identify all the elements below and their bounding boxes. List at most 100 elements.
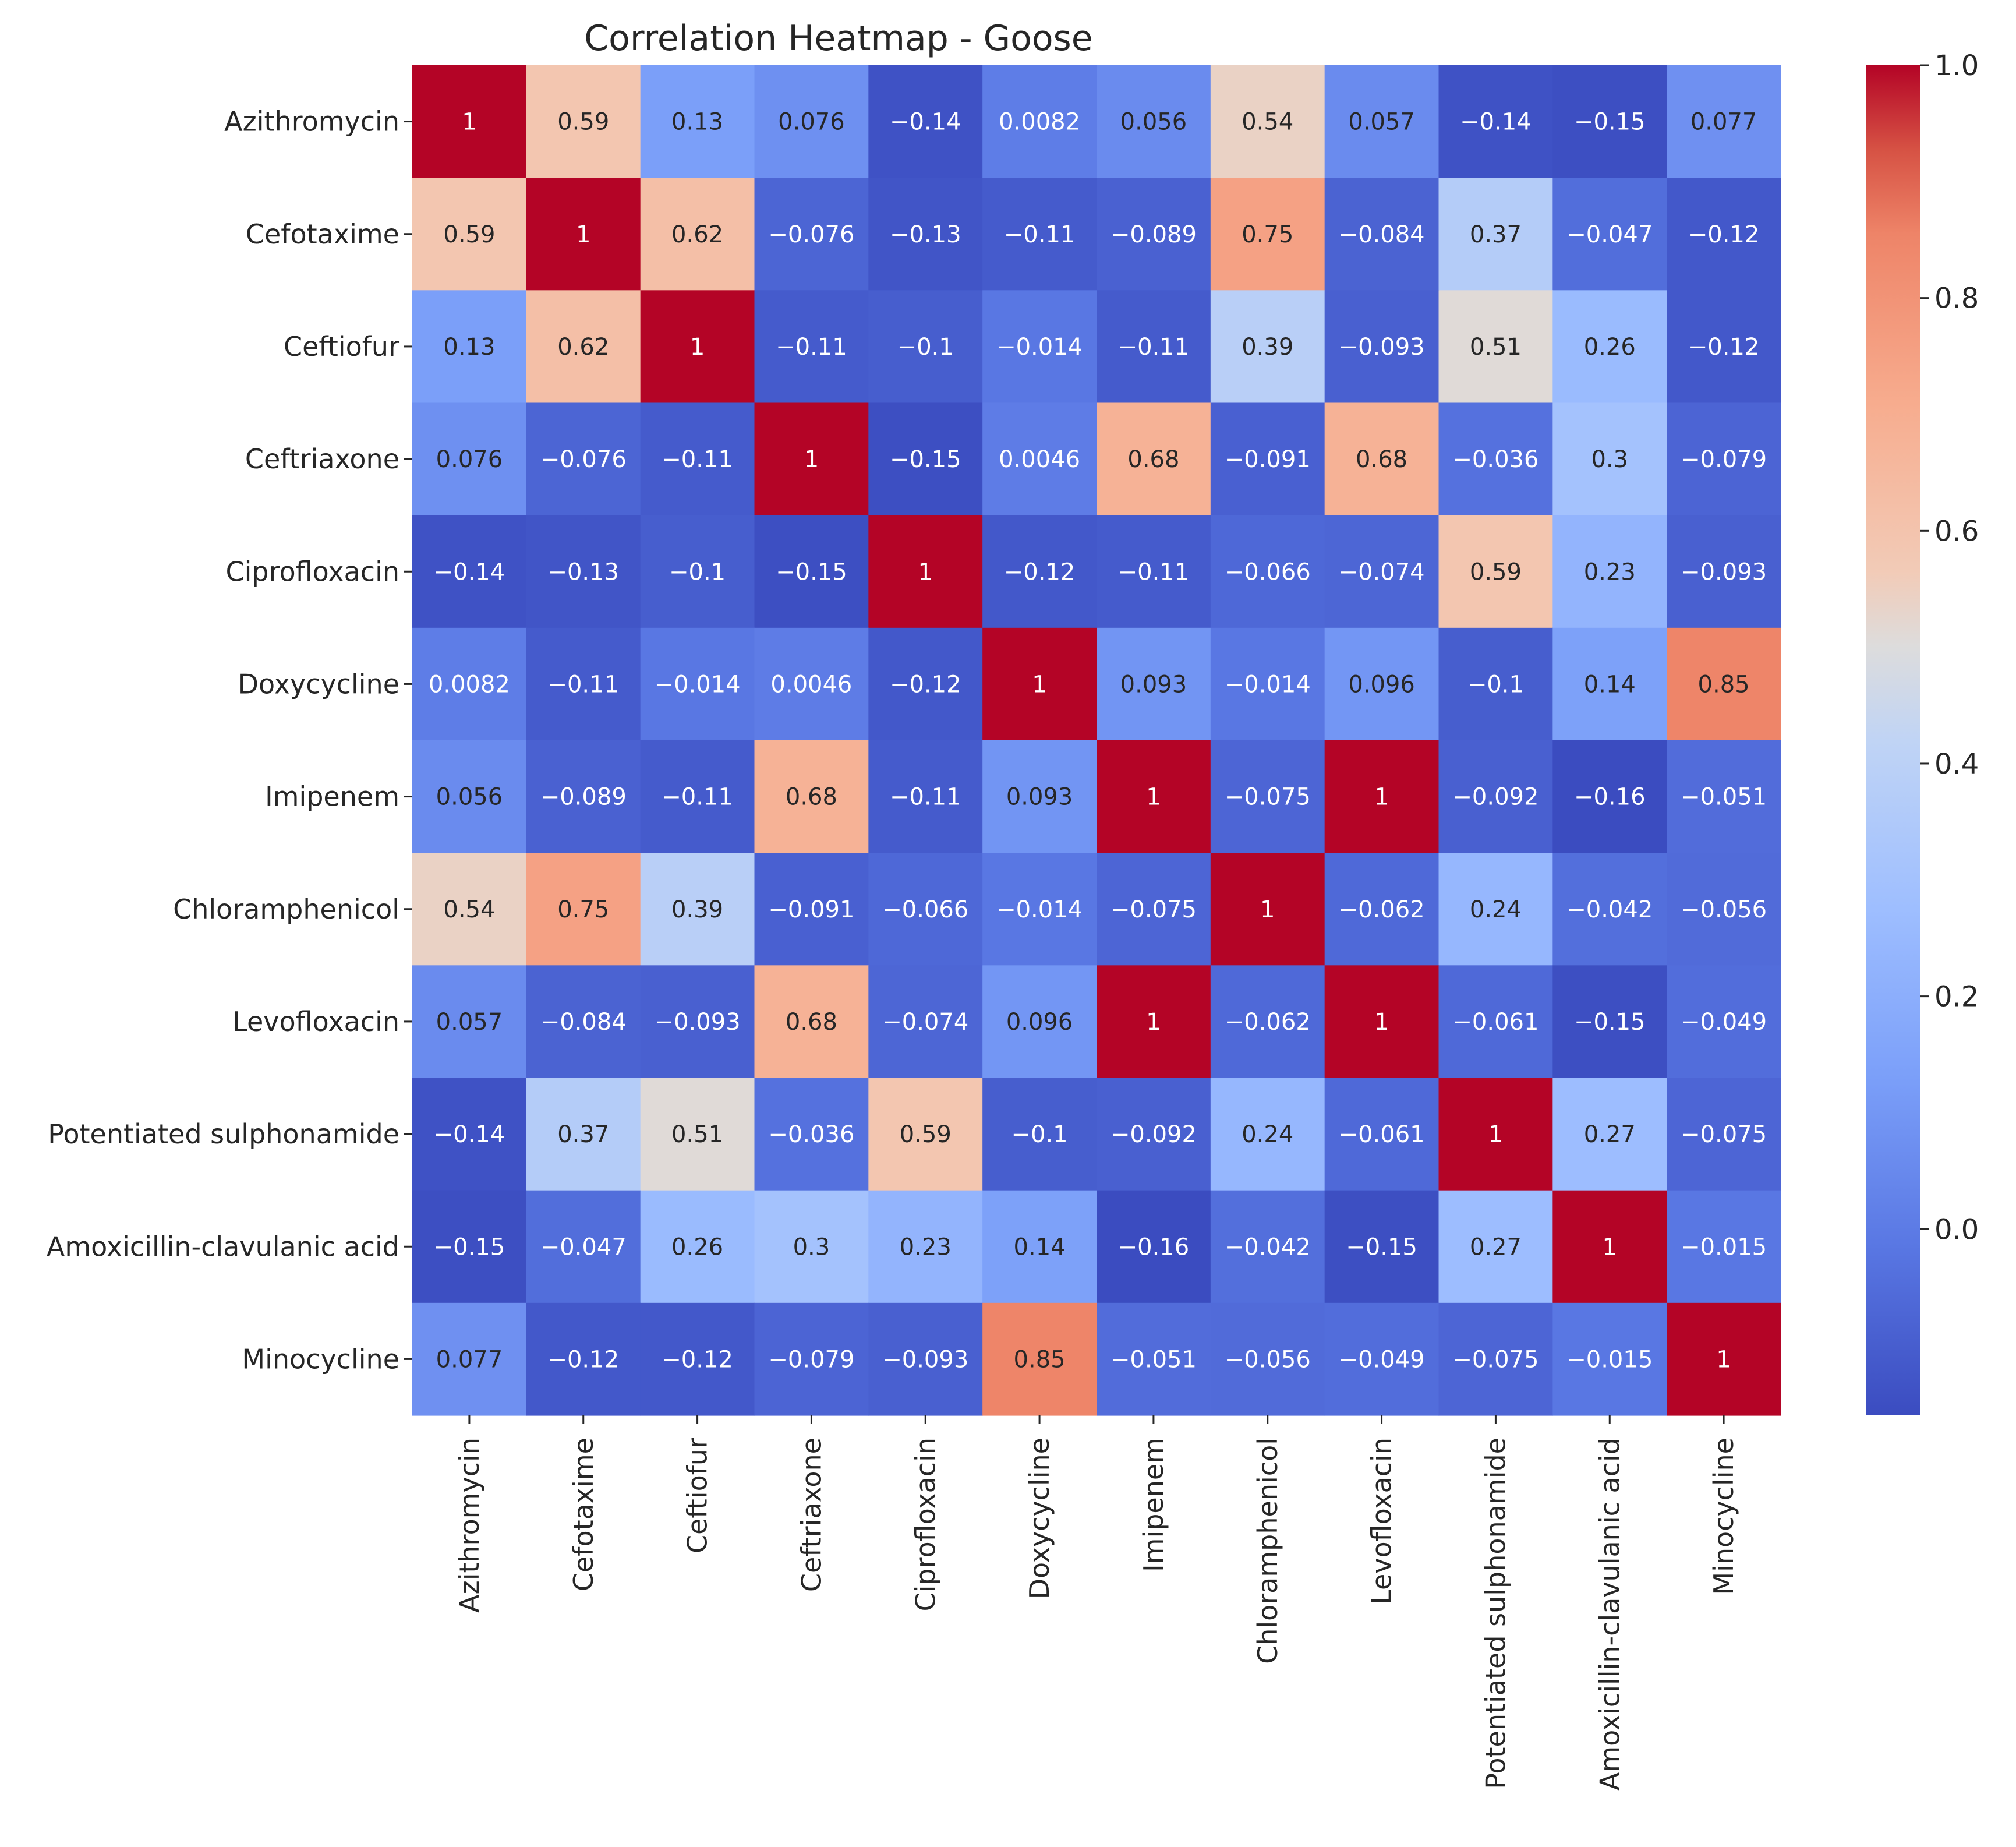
cell-value-label: −0.093: [882, 1346, 968, 1373]
cell-value-label: −0.11: [1118, 334, 1190, 361]
cell-value-label: 1: [690, 334, 705, 361]
heatmap-cell: [982, 740, 1097, 853]
cell-value-label: 0.24: [1242, 1121, 1293, 1148]
cell-value-label: −0.1: [897, 334, 954, 361]
cell-value-label: 1: [1716, 1346, 1731, 1373]
colorbar-gradient: [1866, 65, 1920, 1415]
cell-value-label: 0.75: [1242, 221, 1293, 248]
cell-value-label: 1: [1374, 784, 1389, 811]
colorbar: 0.0 0.2 0.4 0.6 0.8 1.0: [1866, 50, 1979, 1415]
heatmap-cell: [754, 1190, 869, 1304]
cell-value-label: 0.077: [1690, 109, 1757, 136]
heatmap-cell: [754, 740, 869, 853]
heatmap-cell: [1097, 1078, 1211, 1191]
heatmap-cell: [1667, 402, 1781, 516]
cell-value-label: 0.093: [1006, 784, 1073, 811]
heatmap-cell: [982, 402, 1097, 516]
cell-value-label: −0.093: [655, 1009, 741, 1036]
cell-value-label: 0.093: [1120, 671, 1187, 698]
cell-value-label: −0.049: [1681, 1009, 1767, 1036]
heatmap-cell: [1324, 402, 1440, 516]
heatmap-cell: [526, 515, 641, 628]
heatmap-cell: [754, 65, 869, 178]
cell-value-label: 1: [462, 109, 476, 136]
heatmap-cell: [1210, 402, 1325, 516]
cell-value-label: −0.066: [1225, 559, 1311, 585]
cell-value-label: −0.051: [1110, 1346, 1197, 1373]
cell-value-label: −0.15: [434, 1234, 505, 1260]
heatmap-cell: [526, 627, 641, 741]
heatmap-cell: [1097, 627, 1211, 741]
x-tick-label: Potentiated sulphonamide: [1480, 1438, 1511, 1789]
x-axis-labels: Azithromycin Cefotaxime Ceftiofur Ceftriaxo…: [454, 1415, 1739, 1791]
cell-value-label: 0.3: [793, 1234, 830, 1260]
y-tick-label: Cefotaxime: [246, 218, 399, 250]
heatmap-cell: [1438, 1078, 1553, 1191]
heatmap-cell: [1552, 1190, 1667, 1304]
cell-value-label: −0.16: [1118, 1234, 1190, 1260]
colorbar-tick-label: 0.0: [1934, 1213, 1979, 1246]
heatmap-cell: [640, 853, 755, 966]
cell-value-label: 0.59: [1470, 559, 1522, 585]
cell-value-label: 0.096: [1006, 1009, 1073, 1036]
heatmap-cell: [1667, 853, 1781, 966]
cell-value-label: 1: [918, 559, 933, 585]
heatmap-cell: [1210, 853, 1325, 966]
y-tick-label: Doxycycline: [238, 668, 399, 700]
heatmap-cell: [754, 1078, 869, 1191]
cell-value-label: 0.076: [778, 109, 845, 136]
cell-value-label: −0.16: [1574, 784, 1646, 811]
heatmap-cell: [1438, 1190, 1553, 1304]
cell-value-label: −0.089: [1110, 221, 1197, 248]
heatmap-cell: [412, 1190, 527, 1304]
cell-value-label: 0.0082: [429, 671, 510, 698]
heatmap-cell: [1552, 65, 1667, 178]
x-tick-label: Doxycycline: [1024, 1438, 1055, 1599]
cell-value-label: −0.11: [776, 334, 847, 361]
y-tick-label: Ceftiofur: [284, 331, 399, 362]
heatmap-cell: [1210, 515, 1325, 628]
heatmap-cell: [1210, 627, 1325, 741]
heatmap-cell: [754, 178, 869, 291]
heatmap-cell: [1324, 1190, 1440, 1304]
heatmap-cell: [1097, 1190, 1211, 1304]
heatmap-cell: [640, 965, 755, 1079]
heatmap-cell: [982, 853, 1097, 966]
heatmap-cell: [1324, 627, 1440, 741]
heatmap-cell: [1438, 965, 1553, 1079]
cell-value-label: −0.084: [540, 1009, 627, 1036]
cell-value-label: −0.12: [1004, 559, 1076, 585]
cell-value-label: −0.042: [1566, 896, 1653, 923]
heatmap-cell: [1210, 965, 1325, 1079]
cell-value-label: −0.092: [1110, 1121, 1197, 1148]
y-tick-label: Potentiated sulphonamide: [48, 1118, 399, 1150]
y-tick-label: Minocycline: [242, 1343, 399, 1375]
cell-value-label: −0.062: [1339, 896, 1425, 923]
cell-value-label: −0.036: [1452, 446, 1538, 473]
cell-value-label: −0.079: [1681, 446, 1767, 473]
heatmap-cell: [1097, 965, 1211, 1079]
cell-value-label: 1: [1488, 1121, 1503, 1148]
cell-value-label: −0.091: [768, 896, 854, 923]
cell-value-label: −0.1: [669, 559, 726, 585]
x-tick-label: Cefotaxime: [568, 1438, 599, 1591]
cell-value-label: 1: [1146, 784, 1161, 811]
heatmap-cell: [1438, 65, 1553, 178]
cell-value-label: 1: [1603, 1234, 1617, 1260]
heatmap-cell: [640, 65, 755, 178]
cell-value-label: 0.056: [436, 784, 503, 811]
heatmap-cell: [754, 965, 869, 1079]
heatmap-cell: [868, 853, 983, 966]
cell-value-label: 0.076: [436, 446, 503, 473]
cell-value-label: −0.15: [1574, 109, 1646, 136]
cell-value-label: 0.23: [1584, 559, 1636, 585]
cell-value-label: 0.3: [1591, 446, 1628, 473]
heatmap-cell: [982, 1190, 1097, 1304]
cell-value-label: 0.057: [1348, 109, 1415, 136]
cell-value-label: −0.14: [890, 109, 961, 136]
heatmap-cell: [1552, 853, 1667, 966]
heatmap-cell: [526, 853, 641, 966]
cell-value-label: −0.14: [1460, 109, 1532, 136]
heatmap-cell: [526, 1078, 641, 1191]
heatmap-cell: [868, 1078, 983, 1191]
